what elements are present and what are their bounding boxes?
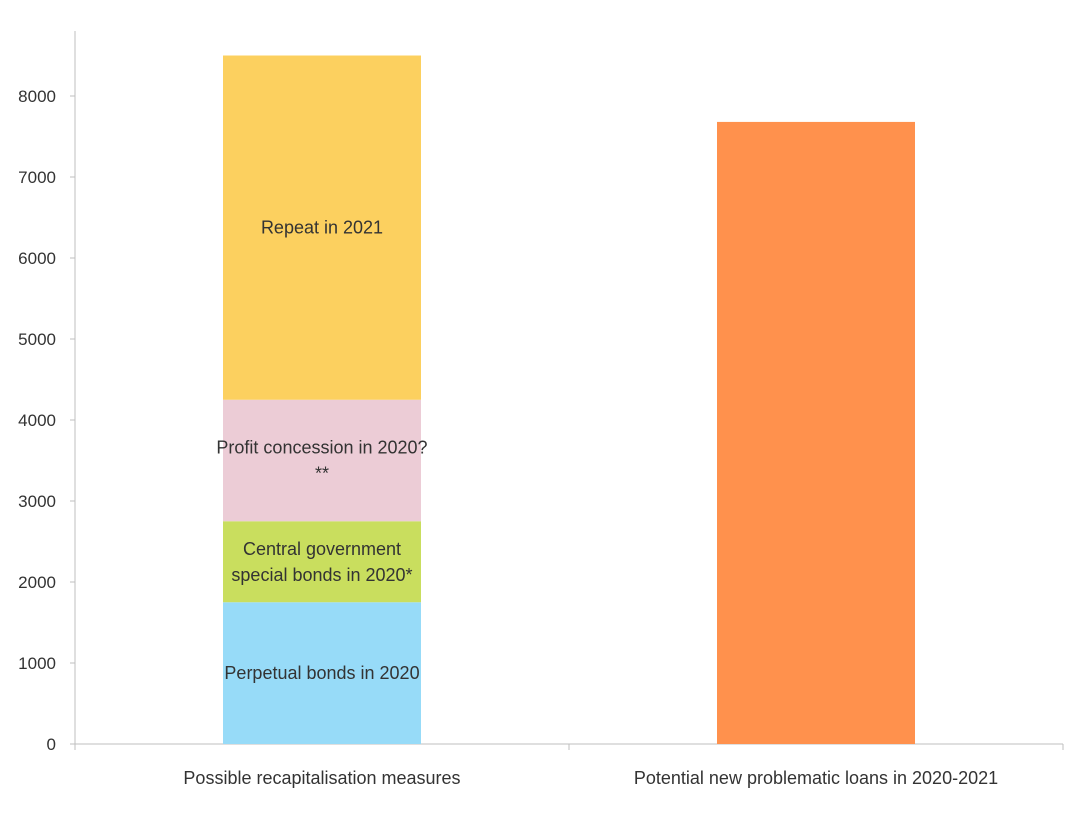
y-tick-label: 1000: [18, 654, 56, 673]
y-tick-label: 4000: [18, 411, 56, 430]
y-tick-label: 3000: [18, 492, 56, 511]
y-tick-label: 6000: [18, 249, 56, 268]
segment-label: Profit concession in 2020?: [216, 438, 427, 458]
y-tick-label: 8000: [18, 87, 56, 106]
y-tick-label: 7000: [18, 168, 56, 187]
y-tick-label: 2000: [18, 573, 56, 592]
segment-label: Central government: [243, 539, 401, 559]
labels: Possible recapitalisation measures Potent…: [183, 218, 998, 788]
bar-segment: [223, 55, 421, 400]
category-label: Possible recapitalisation measures: [183, 768, 460, 788]
segment-label: Perpetual bonds in 2020: [224, 663, 419, 683]
bar-segment: [223, 399, 421, 522]
y-tick-label: 5000: [18, 330, 56, 349]
category-label: Potential new problematic loans in 2020-…: [634, 768, 998, 788]
bar-segment: [717, 121, 915, 745]
segment-label: **: [315, 464, 329, 484]
bars: [223, 55, 915, 745]
axes: 0 1000 2000 3000 4000 5000 6000 7000 8000: [18, 31, 1064, 754]
bar-segment: [223, 521, 421, 603]
segment-label: special bonds in 2020*: [231, 565, 412, 585]
y-tick-label: 0: [47, 735, 56, 754]
bar-segment: [223, 602, 421, 744]
segment-label: Repeat in 2021: [261, 218, 383, 238]
